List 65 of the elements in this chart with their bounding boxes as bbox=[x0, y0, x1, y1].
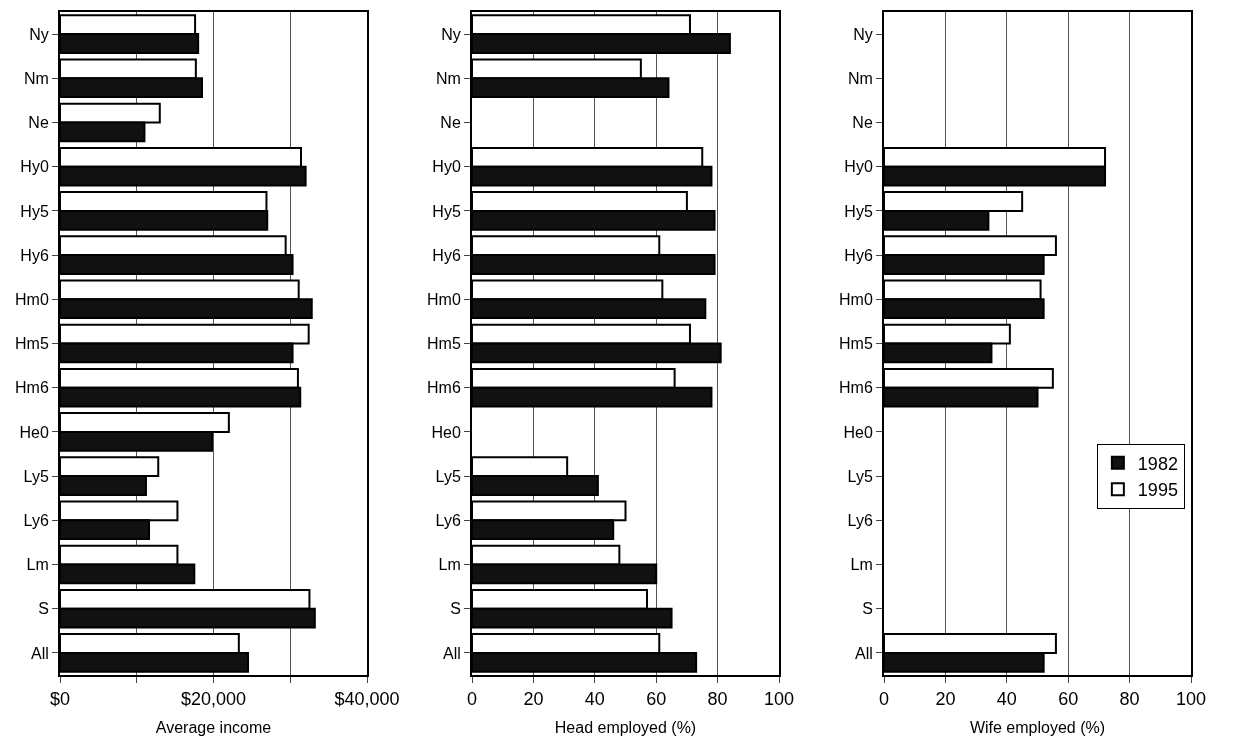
y-tick-label: Hm0 bbox=[15, 290, 49, 308]
y-tick-label: Ne bbox=[28, 114, 49, 132]
x-tick-label: 100 bbox=[763, 688, 795, 709]
y-tick-label: He0 bbox=[431, 423, 461, 441]
y-tick-label: Ly6 bbox=[847, 511, 873, 529]
y-tick-label: All bbox=[855, 644, 873, 662]
x-tick-label: 40 bbox=[996, 688, 1017, 709]
y-tick-label: Ny bbox=[853, 25, 873, 43]
y-tick-label: Hm5 bbox=[427, 335, 461, 353]
x-tick-label: 0 bbox=[878, 688, 890, 709]
y-tick-label: All bbox=[443, 644, 461, 662]
y-tick-label: Ly5 bbox=[435, 467, 461, 485]
y-tick-label: Ly6 bbox=[435, 511, 461, 529]
legend-label: 1982 bbox=[1137, 453, 1178, 474]
x-tick-label: 20 bbox=[523, 688, 544, 709]
y-tick-label: Lm bbox=[438, 556, 461, 574]
x-tick-label: 20 bbox=[935, 688, 956, 709]
y-tick-label: All bbox=[31, 644, 49, 662]
x-tick-label: 40 bbox=[584, 688, 605, 709]
y-tick-label: Ne bbox=[852, 114, 873, 132]
y-tick-label: Lm bbox=[850, 556, 873, 574]
y-tick-label: Hm6 bbox=[839, 379, 873, 397]
y-tick-label: Hm6 bbox=[15, 379, 49, 397]
y-tick-label: Nm bbox=[23, 69, 49, 87]
legend-label: 1995 bbox=[1137, 480, 1178, 501]
y-tick-label: Hm0 bbox=[839, 290, 873, 308]
x-tick-label: 60 bbox=[646, 688, 667, 709]
y-tick-label: S bbox=[862, 600, 873, 618]
y-tick-label: Hm5 bbox=[839, 335, 873, 353]
y-tick-label: Nm bbox=[847, 69, 873, 87]
x-axis-title: Head employed (%) bbox=[554, 718, 697, 736]
y-tick-label: Hy0 bbox=[20, 158, 49, 176]
y-tick-label: Ny bbox=[441, 25, 461, 43]
y-tick-label: Ne bbox=[440, 114, 461, 132]
y-tick-label: S bbox=[450, 600, 461, 618]
y-tick-label: Hy5 bbox=[20, 202, 49, 220]
y-tick-label: Lm bbox=[26, 556, 49, 574]
x-tick-label: $40,000 bbox=[334, 688, 400, 709]
y-tick-label: Hy6 bbox=[432, 246, 461, 264]
y-tick-label: Hm0 bbox=[427, 290, 461, 308]
y-tick-label: He0 bbox=[843, 423, 873, 441]
y-tick-label: Hy6 bbox=[20, 246, 49, 264]
x-tick-label: 0 bbox=[466, 688, 478, 709]
y-tick-label: He0 bbox=[19, 423, 49, 441]
x-axis-title: Average income bbox=[155, 718, 272, 736]
x-tick-label: 60 bbox=[1058, 688, 1079, 709]
y-tick-label: Ly6 bbox=[23, 511, 49, 529]
y-tick-label: Hm5 bbox=[15, 335, 49, 353]
y-tick-label: S bbox=[38, 600, 49, 618]
y-tick-label: Hy5 bbox=[432, 202, 461, 220]
x-tick-label: $0 bbox=[49, 688, 71, 709]
y-tick-label: Hy0 bbox=[432, 158, 461, 176]
y-tick-label: Ly5 bbox=[23, 467, 49, 485]
y-tick-label: Nm bbox=[435, 69, 461, 87]
y-tick-label: Hm6 bbox=[427, 379, 461, 397]
y-tick-label: Hy0 bbox=[844, 158, 873, 176]
x-tick-label: 80 bbox=[707, 688, 728, 709]
y-tick-label: Hy6 bbox=[844, 246, 873, 264]
y-tick-label: Ly5 bbox=[847, 467, 873, 485]
y-tick-label: Ny bbox=[29, 25, 49, 43]
x-tick-label: 80 bbox=[1119, 688, 1140, 709]
x-axis-title: Wife employed (%) bbox=[969, 718, 1106, 736]
x-tick-label: $20,000 bbox=[180, 688, 247, 709]
y-tick-label: Hy5 bbox=[844, 202, 873, 220]
x-tick-label: 100 bbox=[1175, 688, 1207, 709]
